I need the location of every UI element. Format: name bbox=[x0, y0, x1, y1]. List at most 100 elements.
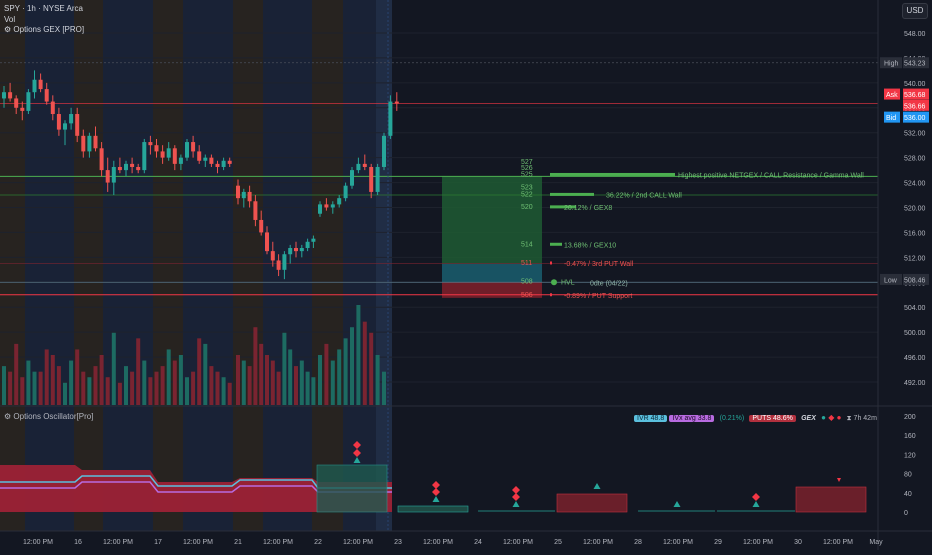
volume-bar bbox=[209, 366, 214, 405]
candle-body bbox=[185, 142, 189, 158]
oscillator-title-row[interactable]: ⚙ Options Oscillator[Pro] bbox=[4, 412, 93, 421]
gex-strike-523: 523 bbox=[521, 185, 533, 192]
volume-bar bbox=[282, 332, 287, 405]
time-label-14: 12:00 PM bbox=[583, 539, 613, 546]
price-tick-2: 540.00 bbox=[904, 81, 926, 88]
tag-label-1: Ask bbox=[886, 92, 898, 99]
osc-tick-0: 200 bbox=[904, 414, 916, 421]
session-band-8 bbox=[312, 0, 343, 531]
gex-indicator-label[interactable]: ⚙ Options GEX [PRO] bbox=[4, 25, 84, 34]
gex-label-508: HVL bbox=[561, 280, 575, 287]
volume-bar bbox=[154, 371, 159, 405]
candle-body bbox=[305, 241, 310, 249]
volume-bar bbox=[75, 349, 80, 405]
candle-body bbox=[299, 248, 304, 252]
signal-up-triangle-icon bbox=[752, 501, 760, 507]
candle-body bbox=[99, 148, 104, 171]
volume-bar bbox=[259, 343, 264, 405]
ivr-badge: IVR 48.8 bbox=[634, 415, 668, 422]
time-label-20: 12:00 PM bbox=[823, 539, 853, 546]
price-tick-11: 504.00 bbox=[904, 305, 926, 312]
signal-diamond-icon bbox=[353, 449, 361, 457]
time-label-21: May bbox=[869, 539, 883, 546]
time-label-0: 12:00 PM bbox=[23, 539, 53, 546]
volume-bar bbox=[203, 343, 208, 405]
time-label-10: 12:00 PM bbox=[423, 539, 453, 546]
candle-body bbox=[142, 142, 147, 171]
gex-strike-511: 511 bbox=[521, 260, 532, 267]
time-label-19: 30 bbox=[794, 539, 802, 546]
candle-body bbox=[172, 148, 177, 164]
candle-body bbox=[178, 157, 183, 164]
volume-bar bbox=[142, 360, 147, 405]
candle-body bbox=[337, 198, 342, 205]
time-label-6: 12:00 PM bbox=[263, 539, 293, 546]
gex-badge: GEX bbox=[801, 415, 816, 422]
candle-body bbox=[311, 238, 316, 242]
osc-red-box bbox=[556, 493, 628, 513]
candle-body bbox=[2, 92, 6, 99]
price-tick-4: 532.00 bbox=[904, 131, 926, 138]
candle-body bbox=[38, 79, 43, 90]
candle-body bbox=[247, 191, 252, 202]
price-tick-14: 492.00 bbox=[904, 380, 926, 387]
currency-button[interactable]: USD bbox=[902, 3, 928, 19]
session-band-7 bbox=[263, 0, 312, 531]
candle-body bbox=[318, 204, 322, 214]
candle-body bbox=[362, 163, 367, 167]
ivx-badge: IVx avg 33.8 bbox=[669, 415, 715, 422]
settings-icon[interactable]: ⚙ bbox=[4, 25, 12, 34]
tag-value-0: 543.23 bbox=[904, 61, 926, 68]
gex-strike-520: 520 bbox=[521, 204, 533, 211]
volume-bar bbox=[32, 371, 37, 405]
volume-bar bbox=[197, 338, 202, 405]
osc-tick-4: 40 bbox=[904, 491, 912, 498]
osc-tick-3: 80 bbox=[904, 472, 912, 479]
osc-tick-1: 160 bbox=[904, 433, 916, 440]
time-label-2: 12:00 PM bbox=[103, 539, 133, 546]
session-band-3 bbox=[103, 0, 153, 531]
signal-up-triangle-icon bbox=[593, 483, 601, 489]
candle-body bbox=[117, 166, 122, 171]
volume-bar bbox=[136, 338, 141, 405]
signal-diamond-icon bbox=[752, 493, 760, 501]
gex-bar-506 bbox=[550, 293, 552, 297]
volume-label[interactable]: Vol bbox=[4, 15, 16, 24]
volume-bar bbox=[324, 343, 329, 405]
candle-body bbox=[215, 163, 220, 167]
candle-body bbox=[20, 107, 25, 111]
gex-strike-514: 514 bbox=[521, 241, 533, 248]
candle-body bbox=[236, 185, 240, 199]
price-tick-0: 548.00 bbox=[904, 31, 926, 38]
volume-bar bbox=[375, 355, 380, 405]
osc-tick-5: 0 bbox=[904, 510, 908, 517]
volume-bar bbox=[63, 382, 67, 405]
change-badge: (0.21%) bbox=[719, 415, 745, 422]
tag-value-bg-1 bbox=[903, 88, 929, 100]
candle-body bbox=[81, 135, 86, 152]
volume-bar bbox=[247, 366, 252, 405]
time-label-15: 28 bbox=[634, 539, 642, 546]
tag-label-3: Bid bbox=[886, 115, 896, 122]
volume-bar bbox=[236, 355, 240, 405]
volume-bar bbox=[305, 371, 310, 405]
oscillator-title: Options Oscillator[Pro] bbox=[13, 412, 94, 421]
session-band-4 bbox=[153, 0, 183, 531]
tag-value-bg-0 bbox=[903, 57, 929, 69]
signal-up-triangle-icon bbox=[353, 457, 361, 463]
gex-label-506: -0.89% / PUT Support bbox=[564, 293, 632, 300]
volume-bar bbox=[38, 371, 43, 405]
candle-body bbox=[209, 157, 214, 164]
volume-bar bbox=[253, 327, 258, 405]
symbol-title[interactable]: SPY · 1h · NYSE Arca bbox=[4, 4, 83, 13]
price-tick-7: 520.00 bbox=[904, 206, 926, 213]
candle-body bbox=[130, 163, 135, 167]
candle-body bbox=[69, 114, 74, 124]
volume-bar bbox=[50, 355, 55, 405]
hvl-note: 0dte (04/22) bbox=[590, 280, 628, 287]
candle-body bbox=[160, 151, 165, 158]
settings-icon[interactable]: ⚙ bbox=[4, 412, 12, 421]
volume-bar bbox=[99, 355, 104, 405]
